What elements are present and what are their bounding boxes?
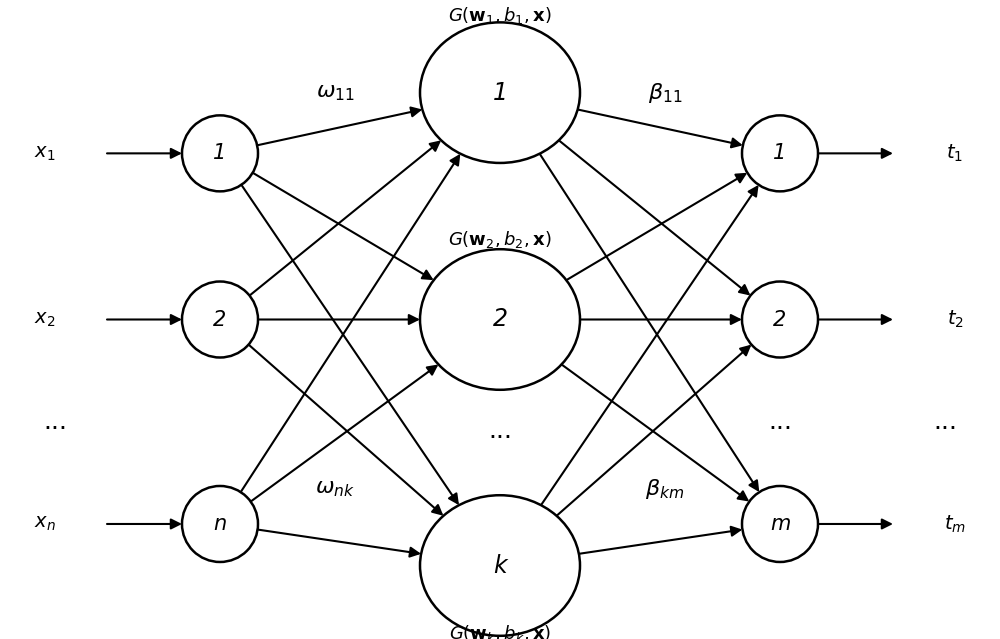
Text: $t_2$: $t_2$	[947, 309, 963, 330]
Ellipse shape	[420, 495, 580, 636]
Ellipse shape	[420, 249, 580, 390]
Text: $t_m$: $t_m$	[944, 513, 966, 535]
Text: 2: 2	[492, 307, 508, 332]
Text: $t_1$: $t_1$	[946, 142, 964, 164]
Text: ...: ...	[43, 410, 67, 434]
Text: $x_2$: $x_2$	[34, 310, 56, 329]
Text: m: m	[770, 514, 790, 534]
Text: $\beta_{11}$: $\beta_{11}$	[648, 81, 682, 105]
Text: $x_n$: $x_n$	[34, 514, 56, 534]
Ellipse shape	[182, 486, 258, 562]
Text: k: k	[493, 553, 507, 578]
Text: 1: 1	[492, 81, 508, 105]
Text: $G(\mathbf{w}_1,b_1,\mathbf{x})$: $G(\mathbf{w}_1,b_1,\mathbf{x})$	[448, 6, 552, 26]
Ellipse shape	[420, 22, 580, 163]
Text: ...: ...	[933, 410, 957, 434]
Text: 1: 1	[773, 143, 787, 164]
Text: $\omega_{nk}$: $\omega_{nk}$	[315, 479, 355, 499]
Text: 1: 1	[213, 143, 227, 164]
Text: ...: ...	[768, 410, 792, 434]
Ellipse shape	[182, 116, 258, 191]
Ellipse shape	[742, 282, 818, 357]
Text: n: n	[213, 514, 227, 534]
Text: $G(\mathbf{w}_2,b_2,\mathbf{x})$: $G(\mathbf{w}_2,b_2,\mathbf{x})$	[448, 229, 552, 250]
Ellipse shape	[182, 282, 258, 357]
Ellipse shape	[742, 486, 818, 562]
Text: $x_1$: $x_1$	[34, 144, 56, 163]
Text: $G(\mathbf{w}_k,b_k,\mathbf{x})$: $G(\mathbf{w}_k,b_k,\mathbf{x})$	[449, 624, 551, 639]
Text: 2: 2	[213, 309, 227, 330]
Text: 2: 2	[773, 309, 787, 330]
Text: $\beta_{km}$: $\beta_{km}$	[645, 477, 685, 501]
Ellipse shape	[742, 116, 818, 191]
Text: $\omega_{11}$: $\omega_{11}$	[316, 82, 354, 103]
Text: ...: ...	[488, 419, 512, 443]
